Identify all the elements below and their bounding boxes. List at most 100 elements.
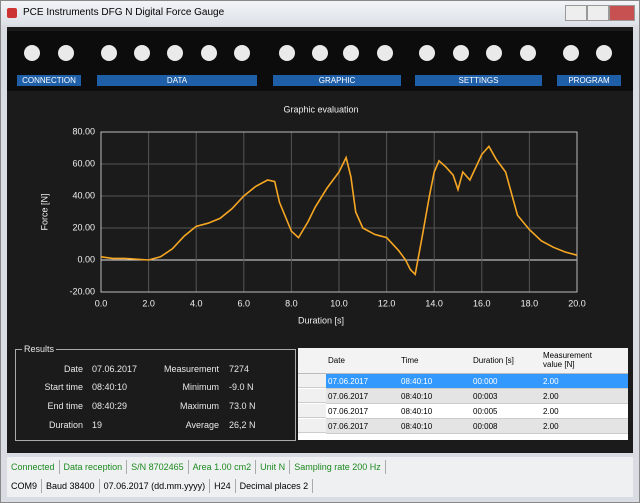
x-tick-label: 20.0 <box>568 298 586 308</box>
table-cell: 07.06.2017 <box>328 407 369 416</box>
toolbar-button[interactable] <box>279 45 295 61</box>
chart: Graphic evaluation Duration [s] Force [N… <box>39 104 586 325</box>
result-value: 73.0 N <box>229 401 256 411</box>
table-cell: 07.06.2017 <box>328 392 369 401</box>
table-cell: 00:008 <box>473 422 498 431</box>
toolbar-button[interactable] <box>58 45 74 61</box>
x-tick-label: 12.0 <box>378 298 396 308</box>
plot-frame <box>100 131 578 293</box>
table-cell: 08:40:10 <box>401 407 433 416</box>
toolbar-button[interactable] <box>201 45 217 61</box>
row-header[interactable] <box>298 389 326 403</box>
close-button[interactable] <box>609 5 635 21</box>
toolbar-button[interactable] <box>596 45 612 61</box>
status-item: H24 <box>210 479 236 493</box>
x-tick-label: 16.0 <box>473 298 491 308</box>
table-row[interactable] <box>326 389 628 404</box>
table-cell: 07.06.2017 <box>328 377 369 386</box>
toolbar-group-label: SETTINGS <box>415 75 542 86</box>
result-label: Average <box>185 420 219 430</box>
result-label: Start time <box>44 382 83 392</box>
result-value: 08:40:29 <box>92 401 128 411</box>
y-tick-label: 80.00 <box>72 126 95 136</box>
title-bar: PCE Instruments DFG N Digital Force Gaug… <box>1 1 639 25</box>
toolbar-button[interactable] <box>377 45 393 61</box>
toolbar-button[interactable] <box>101 45 117 61</box>
table-cell: 08:40:10 <box>401 377 433 386</box>
result-value: 19 <box>92 420 103 430</box>
result-label: End time <box>47 401 83 411</box>
table-cell: 2.00 <box>543 407 559 416</box>
data-line <box>100 145 578 277</box>
table-row[interactable] <box>326 419 628 434</box>
column-header: Measurement value [N] <box>543 351 592 369</box>
result-label: Measurement <box>163 364 219 374</box>
toolbar-button[interactable] <box>234 45 250 61</box>
x-tick-label: 6.0 <box>238 298 251 308</box>
toolbar-group-label: GRAPHIC <box>273 75 401 86</box>
result-label: Date <box>63 364 83 374</box>
toolbar-button[interactable] <box>486 45 502 61</box>
result-value: -9.0 N <box>229 382 254 392</box>
result-label: Minimum <box>182 382 219 392</box>
maximize-button[interactable] <box>587 5 609 21</box>
table-cell: 00:005 <box>473 407 498 416</box>
table-cell: 00:000 <box>473 377 498 386</box>
table-cell: 2.00 <box>543 392 559 401</box>
minimize-button[interactable] <box>565 5 587 21</box>
result-label: Duration <box>48 420 83 430</box>
status-item: Connected <box>7 460 60 474</box>
table-row[interactable] <box>326 374 628 389</box>
status-item: Area 1.00 cm2 <box>189 460 257 474</box>
toolbar-button[interactable] <box>24 45 40 61</box>
x-tick-label: 4.0 <box>190 298 203 308</box>
table-header <box>298 348 628 374</box>
toolbar-button[interactable] <box>453 45 469 61</box>
toolbar: CONNECTION DATA GRAPHIC SETTINGS PROGRAM <box>7 31 633 91</box>
y-axis-label: Force [N] <box>39 193 49 230</box>
column-header: Date <box>328 356 345 365</box>
x-tick-label: 18.0 <box>521 298 539 308</box>
status-item: Decimal places 2 <box>236 479 314 493</box>
result-value: 26,2 N <box>229 420 256 430</box>
y-tick-label: 20.00 <box>72 222 95 232</box>
chart-title: Graphic evaluation <box>283 104 358 114</box>
row-header[interactable] <box>298 404 326 418</box>
status-item: Data reception <box>60 460 128 474</box>
toolbar-group-label: CONNECTION <box>17 75 81 86</box>
status-row: COM9 Baud 38400 07.06.2017 (dd.mm.yyyy) H24… <box>7 479 633 493</box>
table-cell: 07.06.2017 <box>328 422 369 431</box>
result-value: 08:40:10 <box>92 382 128 392</box>
status-item: Sampling rate 200 Hz <box>290 460 386 474</box>
toolbar-group-label: PROGRAM <box>557 75 621 86</box>
data-table: Date Time Duration [s] Measurement value [N… <box>298 348 628 440</box>
results-panel: Results Date 07.06.2017 Start time 08:40:10… <box>15 344 296 441</box>
table-cell: 08:40:10 <box>401 422 433 431</box>
toolbar-button[interactable] <box>343 45 359 61</box>
table-row[interactable] <box>326 404 628 419</box>
result-value: 7274 <box>229 364 250 374</box>
y-tick-label: 0.00 <box>77 254 95 264</box>
row-header[interactable] <box>298 419 326 433</box>
x-tick-label: 8.0 <box>285 298 298 308</box>
status-item: S/N 8702465 <box>127 460 189 474</box>
toolbar-button[interactable] <box>419 45 435 61</box>
row-header[interactable] <box>298 374 326 388</box>
toolbar-button[interactable] <box>563 45 579 61</box>
results-title: Results <box>22 344 57 354</box>
toolbar-button[interactable] <box>520 45 536 61</box>
toolbar-group-label: DATA <box>97 75 257 86</box>
status-row: Connected Data reception S/N 8702465 Area 1… <box>7 460 633 474</box>
table-cell: 2.00 <box>543 422 559 431</box>
toolbar-button[interactable] <box>167 45 183 61</box>
result-value: 07.06.2017 <box>92 364 138 374</box>
x-tick-label: 10.0 <box>330 298 348 308</box>
result-label: Maximum <box>179 401 219 411</box>
window-title: PCE Instruments DFG N Digital Force Gaug… <box>23 7 225 18</box>
y-tick-label: 40.00 <box>72 190 95 200</box>
toolbar-button[interactable] <box>134 45 150 61</box>
toolbar-button[interactable] <box>312 45 328 61</box>
table-cell: 08:40:10 <box>401 392 433 401</box>
x-axis-label: Duration [s] <box>298 315 344 325</box>
